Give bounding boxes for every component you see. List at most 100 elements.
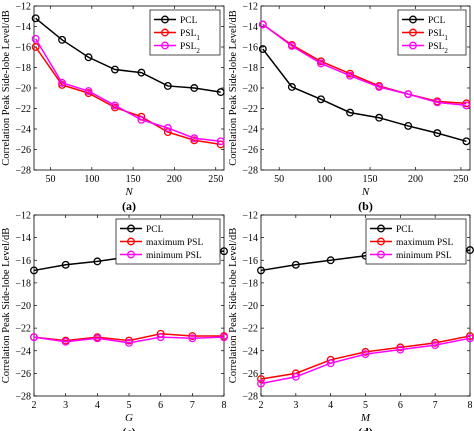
data-point-psl2 [462,101,471,110]
data-point-psl2 [163,124,172,132]
legend-label: PSL1 [180,29,200,42]
legend-label: PSL2 [428,42,448,55]
y-tick-label: −22 [242,104,258,115]
y-tick-label: −24 [242,346,258,357]
x-tick-label: 4 [95,400,100,411]
data-point-pcl [84,53,93,62]
y-tick-label: −14 [242,233,258,244]
data-point-psl1 [125,336,133,345]
data-point-psl2 [466,334,474,343]
legend-label: PCL [396,225,414,235]
x-tick-label: 5 [127,400,132,411]
series-line-pcl [35,17,221,93]
legend-marker [161,15,169,24]
data-point-pcl [375,113,384,122]
data-point-psl2 [84,87,93,96]
data-point-pcl [220,247,228,256]
data-point-psl2 [287,42,296,50]
legend-label: maximum PSL [146,238,203,248]
data-point-psl1 [188,332,197,340]
y-tick-label: −16 [15,256,31,267]
y-tick-label: −28 [15,166,31,177]
x-tick-label: 5 [363,400,368,411]
data-point-pcl [317,95,325,104]
legend-label: PSL1 [428,29,448,42]
x-tick-label: 250 [208,174,223,185]
x-tick-label: 150 [363,174,378,185]
data-point-psl2 [396,345,405,354]
chart-panel-1: −28 −26 −24 −22 −20 −18 −16 −14 −12 50 100 150 200 25… [1,2,225,213]
data-point-psl2 [156,333,165,342]
y-tick-label: −14 [15,233,31,244]
y-tick-label: −26 [15,145,31,156]
data-point-pcl [326,256,335,265]
x-axis-label: N [124,186,133,198]
x-tick-label: 8 [222,400,227,411]
series-line-pcl [262,48,467,143]
y-tick-label: −20 [15,301,31,312]
data-point-pcl [216,88,225,97]
data-point-pcl [31,14,40,23]
data-point-pcl [30,266,38,275]
data-point-pcl [287,83,296,91]
legend-label: PSL2 [180,42,200,55]
y-tick-label: −22 [15,104,31,115]
x-tick-label: 250 [453,174,468,185]
y-tick-label: −24 [15,125,31,136]
y-tick-label: −14 [242,22,258,33]
chart-panel-2: −28 −26 −24 −22 −20 −18 −16 −14 −12 50 100 150 200 25… [228,2,471,213]
data-point-pcl [93,257,102,266]
data-point-psl2 [125,338,133,347]
legend-marker [161,41,169,50]
data-point-psl2 [61,337,70,346]
data-point-psl2 [188,334,197,343]
data-point-psl1 [431,338,440,347]
y-tick-label: −26 [15,369,31,380]
series-line-psl1 [33,333,224,342]
y-tick-label: −20 [15,84,31,95]
y-tick-label: −28 [242,166,258,177]
data-point-psl2 [361,350,370,359]
data-point-psl2 [431,341,440,350]
data-point-psl2 [326,359,335,368]
y-tick-label: −16 [242,256,258,267]
x-tick-label: 200 [167,174,182,185]
data-point-psl2 [31,34,40,43]
data-point-psl2 [30,333,38,342]
y-tick-label: −16 [15,43,31,54]
x-tick-label: 6 [158,400,163,411]
data-point-psl2 [257,379,265,388]
data-point-psl2 [291,372,300,381]
data-point-psl2 [216,137,225,146]
x-axis-label: M [360,412,371,424]
data-point-pcl [466,246,474,255]
legend-marker [127,237,135,246]
panel-label: (c) [122,425,135,431]
panel-label: (d) [358,425,373,431]
data-point-psl2 [220,333,228,342]
x-tick-label: 7 [433,400,438,411]
legend: PCL maximum PSL minimum PSL [115,218,221,265]
y-tick-label: −22 [15,324,31,335]
legend-label: minimum PSL [146,251,202,261]
y-tick-label: −18 [15,278,31,289]
y-tick-label: −28 [15,392,31,403]
legend-label-subscript: 2 [196,47,200,55]
y-tick-label: −20 [242,84,258,95]
data-point-pcl [346,108,355,117]
legend-marker [377,250,385,259]
data-point-psl2 [93,334,102,343]
data-point-psl2 [58,78,67,87]
y-tick-label: −18 [15,63,31,74]
y-tick-label: −12 [15,211,31,222]
y-axis-label: Correlation Peak Side-lobe Level/dB [1,10,12,165]
y-tick-label: −24 [242,125,258,136]
data-point-pcl [61,260,70,269]
x-axis-label: G [125,412,133,424]
data-point-psl1 [396,343,405,352]
x-tick-label: 200 [408,174,423,185]
y-axis-label: Correlation Peak Side-lobe Level/dB [228,10,239,165]
legend-marker [127,224,135,233]
x-tick-label: 100 [84,174,99,185]
data-point-psl2 [137,115,146,124]
